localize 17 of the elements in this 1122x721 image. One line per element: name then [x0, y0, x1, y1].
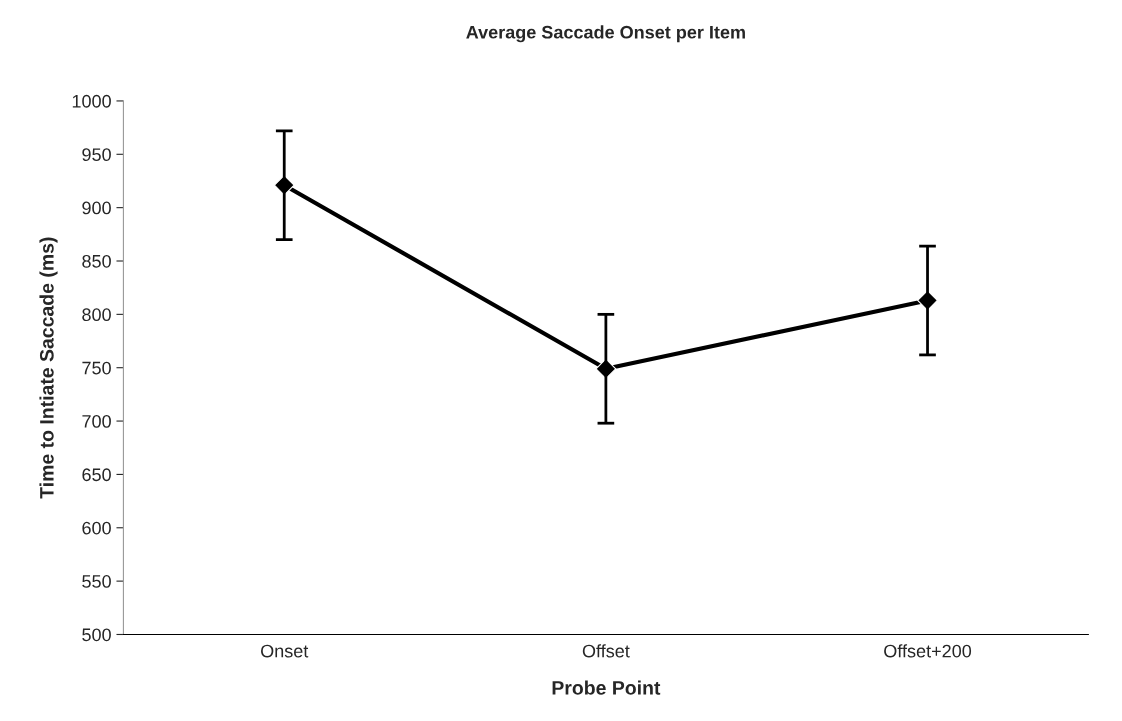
x-tick-label: Offset	[582, 644, 630, 658]
y-tick-label: 750	[82, 361, 111, 375]
y-tick-label: 800	[82, 308, 111, 322]
x-axis-title: Probe Point	[552, 680, 661, 695]
y-tick-label: 950	[82, 148, 111, 162]
y-axis-title: Time to Intiate Saccade (ms)	[39, 237, 58, 499]
chart-title: Average Saccade Onset per Item	[466, 25, 745, 43]
y-tick-label: 1000	[72, 94, 111, 108]
x-tick-label: Offset+200	[884, 644, 972, 658]
x-tick-label: Onset	[261, 644, 309, 658]
y-tick-label: 500	[82, 628, 111, 642]
y-tick-label: 850	[82, 254, 111, 268]
y-tick-label: 900	[82, 201, 111, 215]
y-tick-label: 650	[82, 468, 111, 482]
y-tick-label: 550	[82, 575, 111, 588]
y-tick-label: 700	[82, 415, 111, 428]
y-tick-label: 600	[82, 521, 111, 535]
